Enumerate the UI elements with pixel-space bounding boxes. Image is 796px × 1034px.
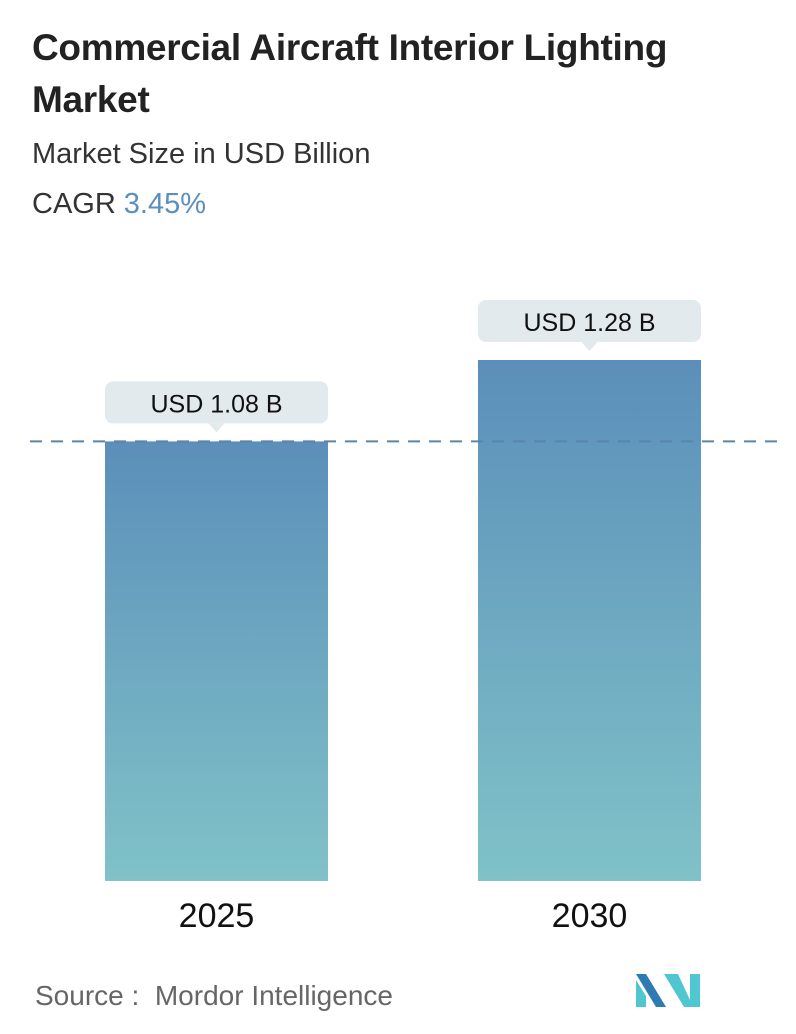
x-tick-label: 2025 [179,897,255,935]
data-label: USD 1.28 B [523,309,655,337]
cagr: CAGR 3.45% [32,188,206,221]
data-label: USD 1.08 B [150,390,282,418]
source-name: Mordor Intelligence [154,980,393,1011]
cagr-value: 3.45% [123,188,207,220]
bar-2025 [105,441,328,881]
chart-title: Commercial Aircraft Interior Lighting Ma… [32,27,668,120]
data-label-bubble [105,381,328,424]
data-label-pointer [208,423,225,433]
chart-subtitle: Market Size in USD Billion [32,138,371,170]
source-label: Source : [35,980,140,1011]
cagr-label: CAGR [32,188,116,220]
x-tick-label: 2030 [552,897,628,935]
bar-2030 [478,360,701,881]
data-label-pointer [581,342,598,351]
data-label-bubble [478,300,701,342]
source: Source : Mordor Intelligence [35,980,393,1012]
